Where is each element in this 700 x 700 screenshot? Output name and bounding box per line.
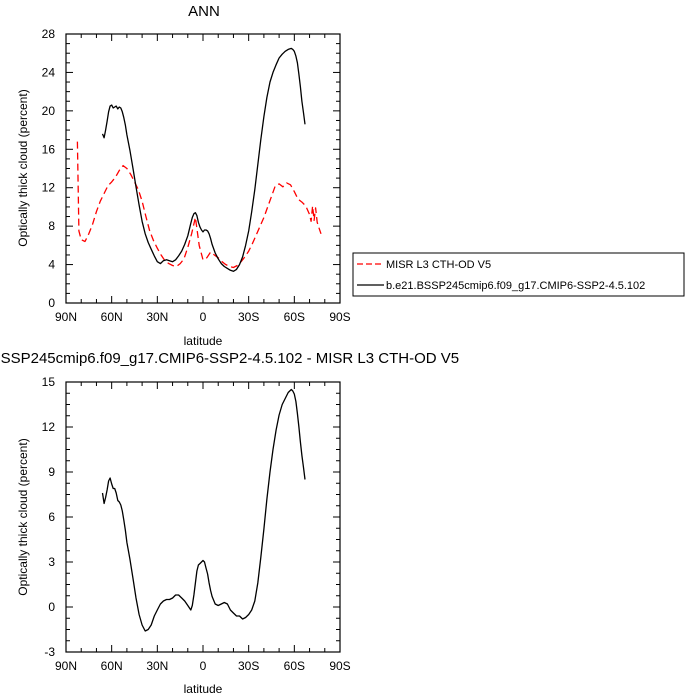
top-chart-xtick-label: 90N — [55, 310, 77, 324]
bottom-chart-xtick-label: 90N — [55, 659, 77, 673]
bottom-chart-frame — [65, 381, 341, 653]
top-chart-xtick-label: 30N — [146, 310, 168, 324]
top-chart-frame — [65, 33, 341, 304]
top-chart-xlabel: latitude — [184, 334, 223, 348]
top-chart-ytick-label: 28 — [42, 27, 56, 41]
bottom-chart-ytick-label: 3 — [48, 555, 55, 569]
top-chart-series — [76, 47, 322, 272]
bottom-chart-xlabel: latitude — [184, 682, 223, 696]
bottom-chart-ytick-label: 12 — [42, 420, 56, 434]
bottom-chart-xtick-label: 30S — [238, 659, 259, 673]
bottom-chart-ytick-label: -3 — [44, 645, 55, 659]
top-chart-ytick-label: 0 — [48, 296, 55, 310]
bottom-chart-ytick-label: 0 — [48, 600, 55, 614]
bottom-chart-title: b.e21.BSSP245cmip6.f09_g17.CMIP6-SSP2-4.… — [0, 350, 459, 367]
top-chart-xtick-label: 30S — [238, 310, 259, 324]
bottom-chart-xtick-label: 60S — [284, 659, 305, 673]
top-chart-xtick-label: 90S — [329, 310, 350, 324]
top-chart-title: ANN — [188, 3, 220, 20]
top-chart-ytick-label: 20 — [42, 104, 56, 118]
top-chart-ytick-label: 12 — [42, 181, 56, 195]
bottom-chart-ytick-label: 15 — [42, 375, 56, 389]
bottom-chart-xtick-label: 90S — [329, 659, 350, 673]
legend-label-model: b.e21.BSSP245cmip6.f09_g17.CMIP6-SSP2-4.… — [386, 280, 645, 292]
bottom-chart-ylabel: Optically thick cloud (percent) — [16, 438, 30, 595]
bottom-chart: b.e21.BSSP245cmip6.f09_g17.CMIP6-SSP2-4.… — [0, 350, 459, 696]
top-chart-ytick-label: 24 — [42, 65, 56, 79]
top-chart-series-line-1 — [101, 47, 306, 272]
bottom-chart-xtick-label: 30N — [146, 659, 168, 673]
bottom-chart-xtick-label: 0 — [200, 659, 207, 673]
top-chart-legend: MISR L3 CTH-OD V5 b.e21.BSSP245cmip6.f09… — [352, 252, 685, 297]
top-chart-ytick-label: 4 — [48, 258, 55, 272]
bottom-chart-xtick-label: 60N — [101, 659, 123, 673]
top-chart-xtick-label: 0 — [200, 310, 207, 324]
bottom-chart-ticks: 90N 60N 30N 0 30S 60S 90S -3 0 3 6 9 12 15 — [42, 375, 351, 673]
top-chart: ANN 90N 60N 30N 0 30S 60S 90S 0 4 8 12 16 20 24 28 lat… — [16, 3, 351, 348]
bottom-chart-series — [101, 388, 306, 632]
top-chart-xtick-label: 60S — [284, 310, 305, 324]
bottom-chart-series-line-0 — [101, 388, 306, 632]
bottom-chart-ytick-label: 9 — [48, 465, 55, 479]
legend-label-misr: MISR L3 CTH-OD V5 — [386, 259, 491, 271]
top-chart-ytick-label: 8 — [48, 219, 55, 233]
top-chart-ticks: 90N 60N 30N 0 30S 60S 90S 0 4 8 12 16 20 24 28 — [42, 27, 351, 324]
bottom-chart-ytick-label: 6 — [48, 510, 55, 524]
top-chart-series-line-0 — [76, 141, 322, 269]
legend-box — [352, 252, 685, 297]
top-chart-ytick-label: 16 — [42, 142, 56, 156]
top-chart-xtick-label: 60N — [101, 310, 123, 324]
top-chart-ylabel: Optically thick cloud (percent) — [16, 89, 30, 246]
